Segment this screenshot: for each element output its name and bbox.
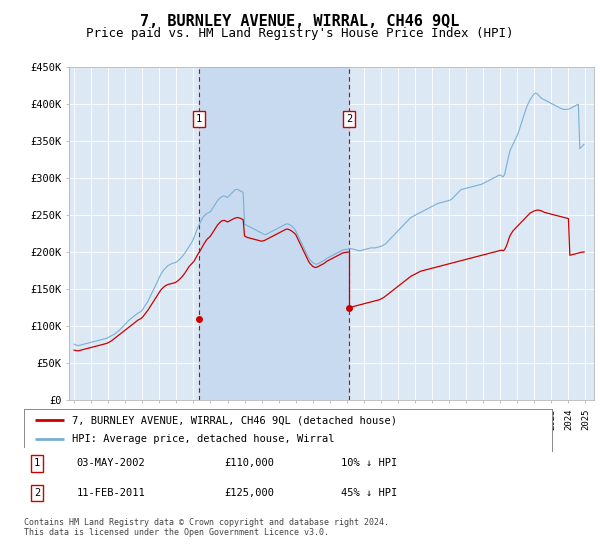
Text: Price paid vs. HM Land Registry's House Price Index (HPI): Price paid vs. HM Land Registry's House … xyxy=(86,27,514,40)
Text: 7, BURNLEY AVENUE, WIRRAL, CH46 9QL (detached house): 7, BURNLEY AVENUE, WIRRAL, CH46 9QL (det… xyxy=(71,415,397,425)
Text: Contains HM Land Registry data © Crown copyright and database right 2024.
This d: Contains HM Land Registry data © Crown c… xyxy=(24,518,389,538)
Text: 45% ↓ HPI: 45% ↓ HPI xyxy=(341,488,397,498)
Text: 03-MAY-2002: 03-MAY-2002 xyxy=(77,459,146,469)
Text: 7, BURNLEY AVENUE, WIRRAL, CH46 9QL: 7, BURNLEY AVENUE, WIRRAL, CH46 9QL xyxy=(140,14,460,29)
Bar xyxy=(199,67,349,400)
Text: £125,000: £125,000 xyxy=(224,488,275,498)
Text: 10% ↓ HPI: 10% ↓ HPI xyxy=(341,459,397,469)
Text: 2: 2 xyxy=(34,488,40,498)
Text: 2: 2 xyxy=(346,114,352,124)
Text: 1: 1 xyxy=(34,459,40,469)
Text: HPI: Average price, detached house, Wirral: HPI: Average price, detached house, Wirr… xyxy=(71,435,334,445)
Text: 1: 1 xyxy=(196,114,202,124)
Text: £110,000: £110,000 xyxy=(224,459,275,469)
Text: 11-FEB-2011: 11-FEB-2011 xyxy=(77,488,146,498)
